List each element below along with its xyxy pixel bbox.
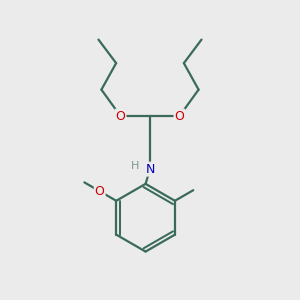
Text: O: O xyxy=(175,110,184,123)
Text: O: O xyxy=(116,110,125,123)
Text: O: O xyxy=(95,185,105,198)
Text: H: H xyxy=(130,160,139,171)
Text: N: N xyxy=(145,163,155,176)
